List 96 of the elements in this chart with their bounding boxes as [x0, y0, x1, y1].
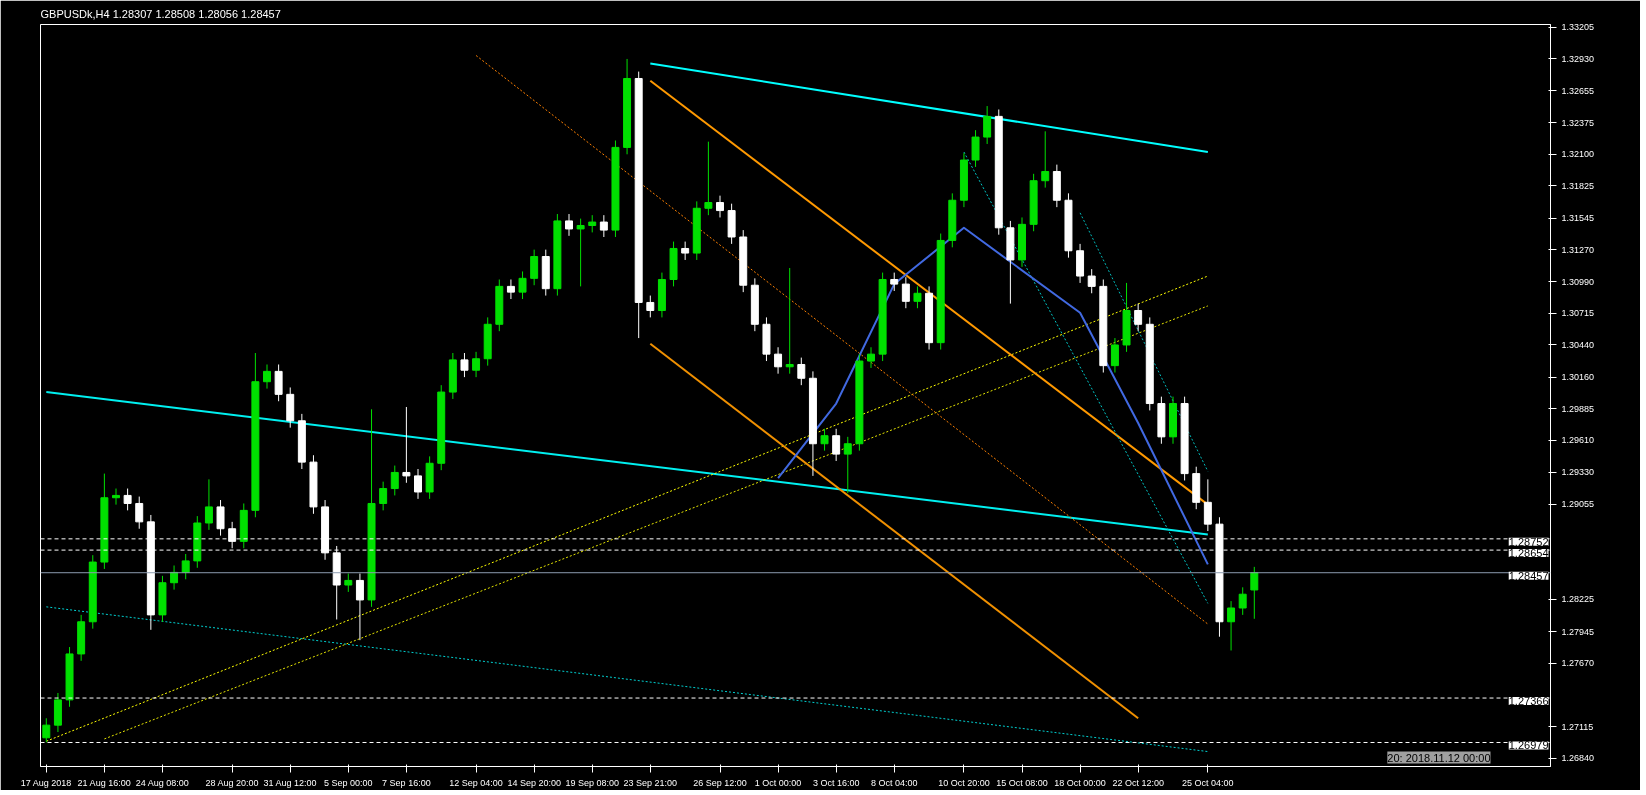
x-tick-label: 14 Sep 20:00 — [507, 777, 561, 788]
candlestick — [704, 141, 713, 216]
candlestick — [472, 351, 481, 378]
y-tick-label: 1.30990 — [1561, 276, 1595, 287]
candlestick — [1041, 130, 1050, 189]
candlestick — [204, 478, 213, 531]
y-tick-label: 1.28225 — [1561, 594, 1595, 605]
candlestick — [506, 278, 515, 300]
y-tick-label: 1.32100 — [1561, 149, 1595, 160]
candlestick — [599, 214, 608, 238]
candlestick — [785, 267, 794, 375]
candlestick — [170, 564, 179, 591]
x-tick-label: 25 Oct 04:00 — [1182, 777, 1234, 788]
candlestick — [123, 488, 132, 511]
x-tick-label: 18 Oct 00:00 — [1054, 777, 1106, 788]
candlestick — [1110, 337, 1119, 374]
candlestick — [390, 465, 399, 496]
candlestick — [983, 105, 992, 145]
y-tick-label: 1.29330 — [1561, 467, 1595, 478]
chart-title: GBPUSDk,H4 1.28307 1.28508 1.28056 1.28457 — [40, 7, 281, 20]
ref-line-label: 1.27366 — [1508, 695, 1549, 708]
x-tick-label: 19 Sep 08:00 — [565, 777, 620, 788]
x-tick-label: 3 Oct 16:00 — [812, 777, 860, 788]
y-tick-label: 1.30440 — [1561, 339, 1595, 350]
candlestick — [901, 276, 910, 309]
candlestick — [518, 270, 527, 300]
x-tick-label: 10 Oct 20:00 — [938, 777, 990, 788]
ref-line-label: 1.28457 — [1508, 569, 1549, 582]
ref-line-label: 1.26979 — [1508, 739, 1549, 752]
y-tick-label: 1.27115 — [1561, 721, 1594, 732]
x-tick-label: 24 Aug 08:00 — [135, 777, 189, 788]
y-tick-label: 1.32930 — [1561, 53, 1595, 64]
candlestick — [774, 346, 783, 375]
y-tick-label: 1.29610 — [1561, 435, 1595, 446]
x-tick-label: 5 Sep 00:00 — [324, 777, 373, 788]
candlestick — [576, 218, 585, 287]
y-tick-label: 1.32655 — [1561, 85, 1595, 96]
x-tick-label: 26 Sep 12:00 — [693, 777, 747, 788]
candlestick — [820, 428, 829, 452]
y-tick-label: 1.26840 — [1561, 753, 1595, 764]
candlestick — [867, 346, 875, 369]
candlestick — [646, 295, 655, 318]
y-tick-label: 1.32375 — [1561, 117, 1595, 128]
x-tick-label: 21 Aug 16:00 — [77, 777, 131, 788]
x-tick-label: 23 Sep 21:00 — [623, 777, 678, 788]
candlestick — [971, 129, 980, 168]
candlestick — [1238, 586, 1247, 616]
candlestick — [181, 553, 190, 580]
candlestick — [832, 428, 841, 462]
x-tick-label: 28 Aug 20:00 — [205, 777, 259, 788]
y-tick-label: 1.29055 — [1561, 499, 1595, 510]
x-tick-label: 12 Sep 04:00 — [449, 777, 503, 788]
annotation: 20: 2018.11.12 00:00 — [1387, 751, 1491, 764]
candlestick — [890, 272, 899, 292]
candlestick — [1203, 478, 1212, 532]
x-tick-label: 7 Sep 16:00 — [382, 777, 431, 788]
candlestick — [1250, 566, 1259, 620]
candlestick — [1087, 268, 1096, 294]
candlestick — [716, 195, 724, 218]
candlestick — [565, 213, 573, 237]
y-tick-label: 1.29885 — [1561, 403, 1595, 414]
x-tick-label: 1 Oct 00:00 — [754, 777, 802, 788]
y-tick-label: 1.31270 — [1561, 244, 1595, 255]
candlestick — [263, 363, 271, 390]
candlestick — [216, 499, 225, 537]
y-tick-label: 1.31825 — [1561, 180, 1595, 191]
y-tick-label: 1.31545 — [1561, 213, 1595, 224]
candlestick — [913, 285, 922, 309]
candlestick — [681, 241, 690, 261]
x-tick-label: 8 Oct 04:00 — [870, 777, 918, 788]
y-tick-label: 1.33205 — [1561, 22, 1595, 33]
candlestick — [402, 406, 411, 484]
ref-line-label: 1.28654 — [1508, 547, 1549, 560]
candlestick — [414, 468, 422, 500]
candlestick — [460, 352, 469, 378]
candlestick — [797, 357, 806, 386]
ref-line-label: 1.28752 — [1508, 535, 1549, 548]
candlestick — [274, 363, 283, 402]
y-tick-label: 1.27945 — [1561, 626, 1595, 637]
candlestick — [42, 717, 51, 743]
x-tick-label: 22 Oct 12:00 — [1112, 777, 1164, 788]
candlestick — [112, 488, 120, 506]
y-tick-label: 1.30160 — [1561, 372, 1595, 383]
candlestick — [1134, 303, 1143, 332]
candlestick — [530, 249, 539, 286]
x-tick-label: 15 Oct 08:00 — [996, 777, 1048, 788]
x-tick-label: 17 Aug 2018 — [20, 777, 72, 788]
candlestick — [843, 436, 852, 494]
candlestick — [1227, 600, 1236, 651]
y-tick-label: 1.30715 — [1561, 308, 1595, 319]
x-tick-label: 31 Aug 12:00 — [263, 777, 317, 788]
candlestick — [379, 481, 388, 511]
candlestick — [135, 496, 144, 530]
candlestick — [355, 573, 364, 641]
y-tick-label: 1.27670 — [1561, 658, 1595, 669]
candlestick — [344, 573, 353, 593]
